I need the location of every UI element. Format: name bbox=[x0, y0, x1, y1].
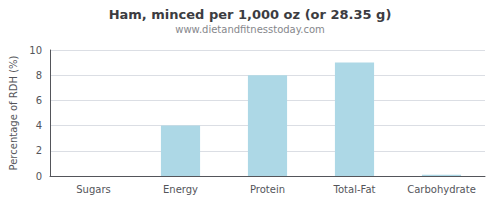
svg-text:Total-Fat: Total-Fat bbox=[333, 184, 376, 195]
svg-text:4: 4 bbox=[36, 120, 42, 131]
svg-text:8: 8 bbox=[36, 70, 42, 81]
svg-text:www.dietandfitnesstoday.com: www.dietandfitnesstoday.com bbox=[175, 24, 324, 35]
svg-text:Sugars: Sugars bbox=[76, 184, 110, 195]
svg-text:0: 0 bbox=[36, 171, 42, 182]
svg-text:Carbohydrate: Carbohydrate bbox=[407, 184, 476, 195]
svg-text:Percentage of RDH (%): Percentage of RDH (%) bbox=[8, 55, 19, 170]
svg-text:2: 2 bbox=[36, 145, 42, 156]
svg-text:6: 6 bbox=[36, 95, 42, 106]
svg-text:Protein: Protein bbox=[250, 184, 285, 195]
svg-text:Energy: Energy bbox=[163, 184, 198, 195]
svg-text:Ham, minced per 1,000 oz (or 2: Ham, minced per 1,000 oz (or 28.35 g) bbox=[109, 7, 392, 22]
svg-text:10: 10 bbox=[29, 45, 42, 56]
